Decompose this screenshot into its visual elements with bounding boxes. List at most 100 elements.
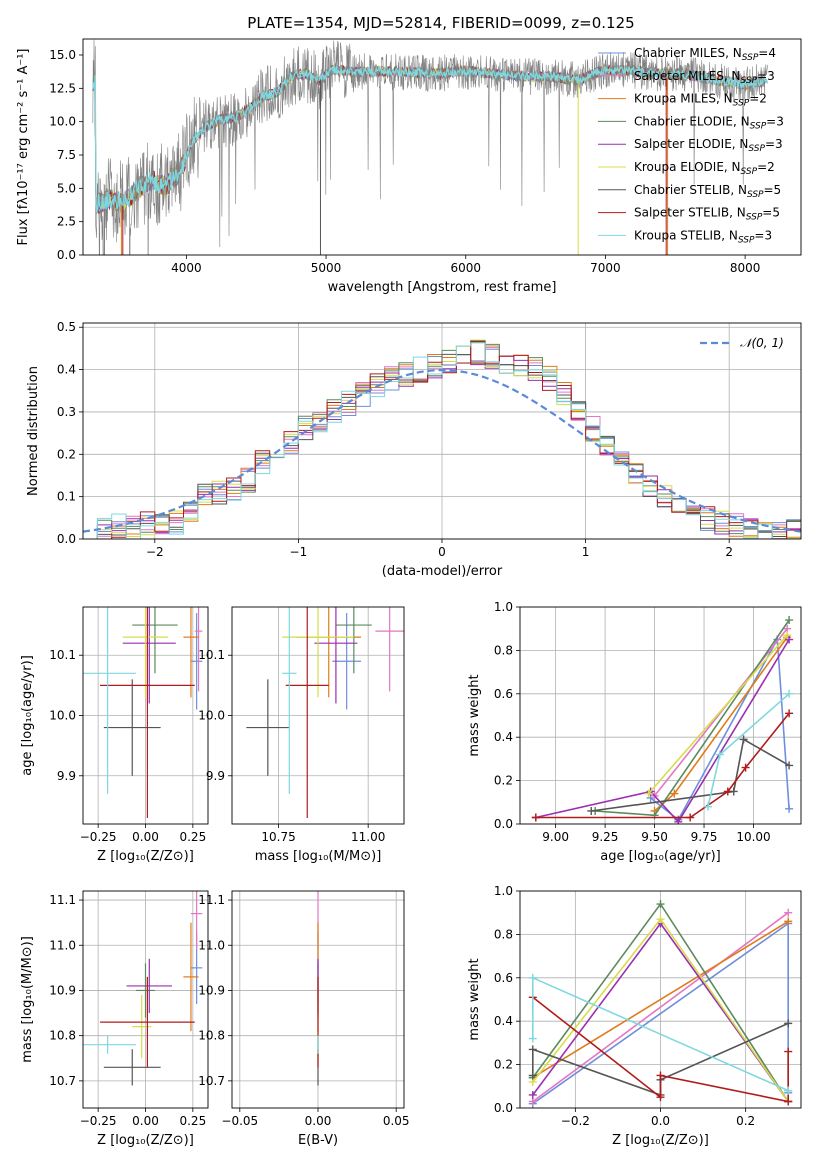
x-tick-label: 10.00 [736, 830, 770, 844]
y-tick-label: 0.6 [494, 971, 513, 985]
mass-weight-marker [723, 787, 732, 796]
y-tick-label: 0.8 [494, 643, 513, 657]
mass-weight-marker [674, 817, 683, 824]
y-tick-label: 0.2 [494, 1058, 513, 1072]
y-tick-label: 0.4 [494, 1014, 513, 1028]
errorbar-point [375, 607, 404, 692]
x-tick-label: 0.00 [132, 830, 159, 844]
y-tick-label: 0.4 [494, 730, 513, 744]
y-axis-label: Flux [fλ10⁻¹⁷ erg cm⁻² s⁻¹ A⁻¹] [16, 49, 31, 246]
spectrum-legend: Chabrier MILES, NSSP=4 Salpeter MILES, NS… [598, 46, 784, 245]
errorbar-point [136, 963, 155, 1018]
x-tick-label: 4000 [171, 261, 202, 275]
y-tick-label: 0.2 [57, 447, 76, 461]
errorbar-point [183, 922, 199, 1032]
y-tick-label: 0.0 [57, 532, 76, 546]
y-tick-label: 11.1 [198, 893, 225, 907]
panel-spectrum: 4000 5000 6000 7000 8000 0.0 2.5 5.0 7.5 10.0 12.5… [16, 38, 802, 295]
errorbar-point [190, 891, 203, 950]
legend-label: Chabrier MILES, NSSP=4 [634, 46, 776, 63]
panel-residual-histogram: −2 −1 0 1 2 0.0 0.1 0.2 0.3 0.4 0.5 (data-model)/er… [26, 320, 802, 579]
x-axis-label: wavelength [Angstrom, rest frame] [328, 280, 557, 295]
y-tick-label: 0.0 [57, 248, 76, 262]
x-tick-label: 0.0 [651, 1114, 670, 1128]
mass-weight-marker [784, 1086, 793, 1095]
mass-weight-marker [686, 813, 695, 822]
y-tick-label: 10.8 [49, 1029, 76, 1043]
x-tick-label: 0.25 [179, 1114, 206, 1128]
legend-label: Kroupa STELIB, NSSP=3 [634, 228, 772, 245]
mass-weight-marker [656, 1093, 665, 1102]
mass-weight-marker [670, 789, 679, 798]
plot-content [232, 891, 404, 1108]
plot-content [232, 607, 404, 824]
legend-label: Salpeter MILES, NSSP=3 [634, 69, 775, 86]
mass-weight-marker [739, 735, 748, 744]
mass-weight-marker [784, 1019, 793, 1028]
y-tick-label: 10.9 [49, 983, 76, 997]
mass-weight-marker [785, 689, 794, 698]
plot-content [520, 891, 801, 1108]
y-tick-label: 10.0 [198, 709, 225, 723]
y-tick-label: 0.4 [57, 363, 76, 377]
mass-weight-marker [784, 917, 793, 926]
errorbar-point [282, 607, 297, 794]
x-tick-label: 0.00 [132, 1114, 159, 1128]
errorbar-point [314, 607, 358, 704]
errorbar-point [100, 607, 195, 818]
legend-label: Chabrier ELODIE, NSSP=3 [634, 114, 784, 131]
mass-weight-line [650, 636, 790, 821]
normal-legend-label: 𝒩(0, 1) [740, 336, 784, 350]
axes-frame [231, 890, 405, 1109]
mass-weight-line [647, 634, 788, 795]
panel-age-vs-mass: 10.75 11.00 9.9 10.0 10.1 mass [log₁₀(M/M⊙)] [198, 606, 405, 864]
errorbar-point [100, 976, 195, 1068]
y-tick-label: 0.1 [57, 490, 76, 504]
x-tick-label: −1 [290, 545, 308, 559]
axes-frame [82, 38, 802, 256]
y-tick-label: 11.0 [49, 938, 76, 952]
y-tick-label: 0.5 [57, 320, 76, 334]
panel-mass-weight-vs-Z: −0.2 0.0 0.2 0.0 0.2 0.4 0.6 0.8 1.0 Z [log₁₀(Z/Z… [467, 884, 802, 1148]
mass-weight-marker [656, 1071, 665, 1080]
y-tick-label: 9.9 [57, 769, 76, 783]
errorbar-point [103, 679, 161, 776]
mass-weight-marker [528, 973, 537, 982]
mass-weight-marker [644, 789, 653, 798]
errorbar-point [285, 607, 329, 818]
y-axis-label: mass weight [467, 958, 482, 1040]
x-tick-label: 9.50 [641, 830, 668, 844]
y-tick-label: 0.8 [494, 927, 513, 941]
y-tick-label: 0.2 [494, 774, 513, 788]
axes-frame [519, 890, 802, 1109]
mass-weight-marker [783, 631, 792, 640]
mass-weight-marker [656, 915, 665, 924]
mass-weight-marker [528, 1090, 537, 1099]
x-tick-label: 7000 [590, 261, 621, 275]
y-tick-label: 15.0 [49, 48, 76, 62]
mass-weight-series [531, 709, 794, 822]
x-tick-label: 0.00 [305, 1114, 332, 1128]
x-axis-label: age [log₁₀(age/yr)] [600, 849, 721, 864]
mass-weight-line [591, 738, 790, 812]
y-tick-label: 10.8 [198, 1029, 225, 1043]
y-tick-label: 11.0 [198, 938, 225, 952]
errorbar-point [83, 607, 137, 794]
y-tick-label: 5.0 [57, 181, 76, 195]
mass-weight-marker [531, 813, 540, 822]
y-tick-label: 7.5 [57, 148, 76, 162]
y-tick-label: 10.1 [198, 648, 225, 662]
y-tick-label: 2.5 [57, 215, 76, 229]
y-tick-label: 10.9 [198, 983, 225, 997]
errorbar-point [183, 607, 199, 698]
x-tick-label: 8000 [730, 261, 761, 275]
y-axis-label: Normed distribution [26, 366, 41, 496]
x-axis-label: E(B-V) [298, 1133, 338, 1148]
x-tick-label: 1 [582, 545, 590, 559]
mass-weight-marker [528, 1071, 537, 1080]
mass-weight-marker [784, 1047, 793, 1056]
normal-curve [83, 368, 801, 533]
y-tick-label: 10.7 [198, 1074, 225, 1088]
mass-weight-series [703, 689, 794, 811]
mass-weight-series [587, 735, 794, 815]
